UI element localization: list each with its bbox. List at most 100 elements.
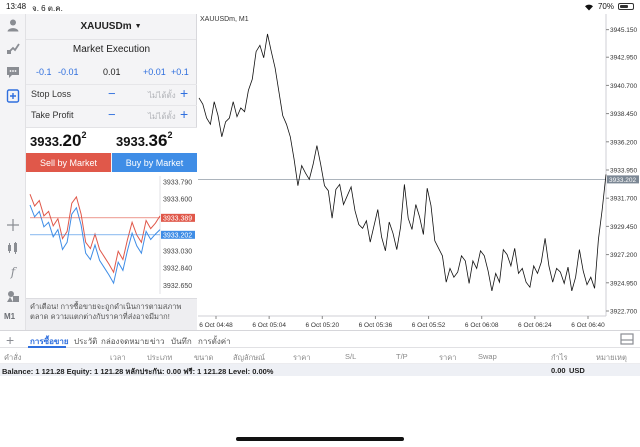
chart-y-label: 3922.700: [610, 308, 637, 315]
chart-y-label: 3942.950: [610, 55, 637, 62]
col-type: ประเภท: [147, 353, 173, 362]
chart-y-label: 3933.950: [610, 168, 637, 175]
bid-price-label: 3933.389: [163, 215, 192, 222]
chart-x-label: 6 Oct 05:04: [252, 322, 286, 329]
add-icon[interactable]: +: [6, 332, 15, 348]
crosshair-icon[interactable]: [5, 217, 21, 233]
tab-journal[interactable]: บันทึก: [171, 337, 192, 346]
tick-chart: 3933.7903933.6003933.4103933.2023933.030…: [26, 172, 197, 298]
volume-plus-01[interactable]: +0.1: [171, 67, 189, 77]
current-price-tag: [607, 175, 639, 184]
chart-x-label: 6 Oct 05:52: [412, 322, 446, 329]
chart-x-label: 6 Oct 06:24: [518, 322, 552, 329]
price-chart-svg: 3945.150 3942.950 3940.700 3938.450 3936.200…: [198, 14, 639, 329]
col-tp: T/P: [396, 352, 408, 361]
battery-icon: [618, 3, 634, 10]
price-series-line: [198, 33, 607, 292]
chart-x-label: 6 Oct 04:48: [199, 322, 233, 329]
buy-price: 3933.362: [116, 130, 173, 151]
trade-icon[interactable]: [5, 40, 21, 56]
col-order: คำสั่ง: [4, 353, 22, 362]
sell-by-market-button[interactable]: Sell by Market: [26, 153, 111, 172]
chart-x-label: 6 Oct 05:36: [359, 322, 393, 329]
trade-table-header: คำสั่ง เวลา ประเภท ขนาด สัญลักษณ์ ราคา S…: [0, 348, 640, 364]
execution-warning: คำเตือน! การซื้อขายจะถูกดำเนินการตามสภาพ…: [26, 298, 197, 330]
tab-settings[interactable]: การตั้งค่า: [198, 337, 231, 346]
chart-y-label: 3938.450: [610, 111, 637, 118]
volume-minus-001[interactable]: -0.01: [58, 67, 79, 77]
account-currency: USD: [569, 366, 585, 375]
timeframe-button[interactable]: M1: [4, 312, 16, 321]
wifi-icon: [584, 4, 593, 10]
chat-icon[interactable]: [5, 64, 21, 80]
sell-price: 3933.202: [30, 130, 87, 151]
col-comment: หมายเหตุ: [596, 353, 627, 362]
tab-mailbox[interactable]: กล่องจดหมาย: [101, 337, 150, 346]
tab-history[interactable]: ประวัติ: [74, 337, 98, 346]
left-toolbar: f M1: [0, 14, 26, 330]
symbol-selector[interactable]: XAUUSDm ▼: [26, 14, 196, 40]
stop-loss-label: Stop Loss: [31, 89, 72, 99]
objects-icon[interactable]: [5, 288, 21, 304]
chart-y-label: 3924.950: [610, 280, 637, 287]
current-price-label: 3933.202: [609, 177, 636, 184]
panel-toggle-icon[interactable]: [620, 333, 634, 345]
bid-price-tag: [161, 213, 195, 222]
active-tab-indicator: [28, 346, 66, 348]
volume-plus-001[interactable]: +0.01: [143, 67, 166, 77]
battery-percent: 70%: [597, 2, 614, 11]
tab-news[interactable]: ข่าว: [150, 337, 165, 346]
stop-loss-row: Stop Loss − ไม่ได้ตั้ง +: [26, 84, 197, 102]
home-indicator[interactable]: [236, 437, 404, 441]
stop-loss-plus-button[interactable]: +: [180, 85, 189, 101]
status-right: 70%: [584, 2, 634, 11]
sell-price-sup: 2: [81, 130, 87, 140]
buy-price-sup: 2: [167, 130, 173, 140]
take-profit-minus-button[interactable]: −: [108, 107, 116, 122]
stop-loss-minus-button[interactable]: −: [108, 86, 116, 101]
chart-y-label: 3940.700: [610, 83, 637, 90]
volume-minus-01[interactable]: -0.1: [36, 67, 52, 77]
sell-price-main: 3933.: [30, 134, 63, 149]
tick-chart-svg: 3933.7903933.6003933.4103933.2023933.030…: [29, 176, 195, 294]
tick-chart-y-label: 3932.840: [163, 266, 192, 273]
chart-y-label: 3936.200: [610, 139, 637, 146]
chart-y-label: 3931.700: [610, 196, 637, 203]
ask-price-tag: [161, 230, 195, 239]
total-profit: 0.00: [551, 366, 566, 375]
chart-y-label: 3927.200: [610, 252, 637, 259]
tick-chart-y-label: 3933.790: [163, 179, 192, 186]
ask-line: [29, 204, 161, 285]
balance-summary: Balance: 1 121.28 Equity: 1 121.28 หลักป…: [2, 367, 274, 376]
col-swap: Swap: [478, 352, 497, 361]
chart-y-label: 3945.150: [610, 27, 637, 34]
symbol-name: XAUUSDm: [80, 21, 132, 32]
sell-price-big: 20: [62, 131, 82, 150]
chart-title: XAUUSDm, M1: [200, 16, 249, 23]
chart-type-icon[interactable]: [5, 240, 21, 256]
take-profit-field[interactable]: ไม่ได้ตั้ง: [148, 112, 176, 121]
chart-x-label: 6 Oct 06:08: [465, 322, 499, 329]
execution-type[interactable]: Market Execution: [72, 44, 151, 55]
take-profit-plus-button[interactable]: +: [180, 106, 189, 122]
new-order-icon[interactable]: [5, 88, 21, 104]
status-date: จ. 6 ต.ค.: [32, 4, 63, 13]
volume-stepper: -0.1 -0.01 0.01 +0.01 +0.1: [26, 66, 197, 80]
chart-y-label: 3929.450: [610, 224, 637, 231]
balance-row: Balance: 1 121.28 Equity: 1 121.28 หลักป…: [0, 364, 640, 376]
price-chart[interactable]: 3945.150 3942.950 3940.700 3938.450 3936.200…: [198, 14, 640, 330]
status-time: 13:48: [6, 2, 27, 11]
stop-loss-field[interactable]: ไม่ได้ตั้ง: [148, 91, 176, 100]
bid-line: [29, 194, 161, 274]
indicators-icon[interactable]: f: [10, 265, 16, 279]
chart-x-label: 6 Oct 06:40: [571, 322, 605, 329]
tab-trade[interactable]: การซื้อขาย: [30, 337, 69, 346]
account-icon[interactable]: [5, 17, 21, 33]
col-symbol: สัญลักษณ์: [233, 353, 266, 362]
volume-value[interactable]: 0.01: [103, 67, 121, 77]
col-price-current: ราคา: [439, 353, 457, 362]
chart-x-label: 6 Oct 05:20: [305, 322, 339, 329]
ask-price-label: 3933.202: [163, 232, 192, 239]
buy-by-market-button[interactable]: Buy by Market: [112, 153, 197, 172]
col-profit: กำไร: [551, 353, 568, 362]
